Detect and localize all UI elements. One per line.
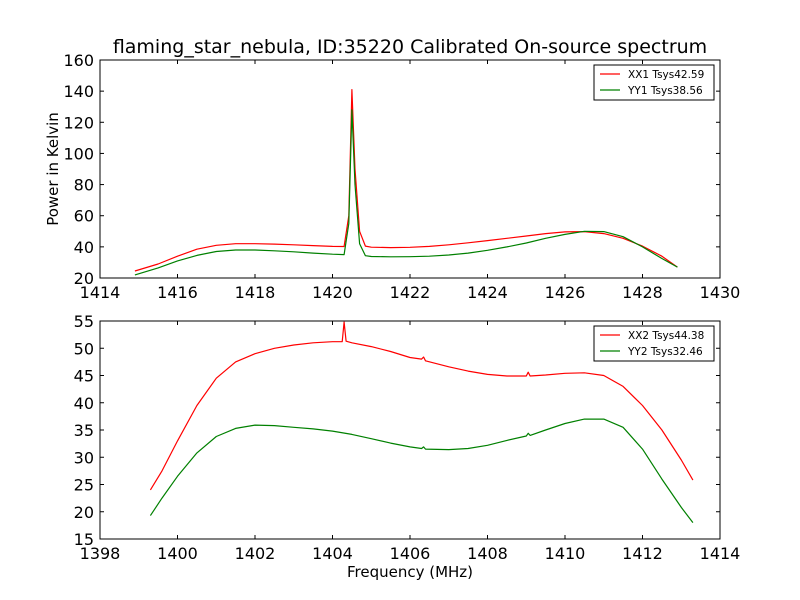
x-tick-label: 1420 [312, 283, 353, 302]
x-tick-label: 1418 [235, 283, 276, 302]
legend: XX2 Tsys44.38 YY2 Tsys32.46 [593, 325, 715, 362]
x-tick-label: 1404 [312, 544, 353, 563]
top-chart: flaming_star_nebula, ID:35220 Calibrated… [44, 36, 740, 302]
x-tick-label: 1402 [235, 544, 276, 563]
y-tick-label: 140 [63, 82, 94, 101]
y-tick-label: 120 [63, 113, 94, 132]
x-tick-label: 1412 [622, 544, 663, 563]
y-tick-label: 15 [74, 530, 94, 549]
x-tick-label: 1424 [467, 283, 508, 302]
legend-box [593, 325, 715, 362]
x-axis-label: Frequency (MHz) [347, 563, 473, 581]
series-line [149, 321, 694, 491]
bottom-chart: Frequency (MHz) 1398 1400 1402 1404 1406 1408… [74, 312, 741, 581]
y-tick-label: 60 [74, 207, 94, 226]
x-tick-label: 1406 [390, 544, 431, 563]
legend-box [593, 64, 715, 101]
x-tick-label: 1414 [80, 283, 121, 302]
x-tick-label: 1400 [157, 544, 198, 563]
y-tick-label: 45 [74, 367, 94, 386]
y-tick-label: 35 [74, 421, 94, 440]
y-tick-label: 50 [74, 339, 94, 358]
plot-lines [134, 88, 678, 276]
y-tick-label: 40 [74, 238, 94, 257]
y-tick-label: 20 [74, 269, 94, 288]
x-tick-label: 1408 [467, 544, 508, 563]
chart-title: flaming_star_nebula, ID:35220 Calibrated… [113, 36, 707, 58]
series-line [149, 418, 694, 523]
y-tick-label: 30 [74, 448, 94, 467]
x-tick-label: 1426 [545, 283, 586, 302]
x-tick-label: 1398 [80, 544, 121, 563]
y-tick-label: 40 [74, 394, 94, 413]
series-line [134, 109, 678, 276]
y-tick-label: 80 [74, 176, 94, 195]
legend-label: YY2 Tsys32.46 [627, 346, 703, 358]
series-line [134, 88, 678, 272]
x-tick-label: 1422 [390, 283, 431, 302]
x-tick-label: 1428 [622, 283, 663, 302]
y-tick-label: 55 [74, 312, 94, 331]
y-tick-label: 100 [63, 144, 94, 163]
y-tick-label: 160 [63, 51, 94, 70]
legend-label: XX1 Tsys42.59 [628, 69, 704, 81]
x-tick-label: 1416 [157, 283, 198, 302]
x-tick-label: 1430 [700, 283, 741, 302]
y-axis-label: Power in Kelvin [44, 112, 62, 226]
y-tick-label: 20 [74, 503, 94, 522]
x-tick-label: 1414 [700, 544, 741, 563]
plot-lines [149, 321, 694, 523]
x-tick-label: 1410 [545, 544, 586, 563]
legend: XX1 Tsys42.59 YY1 Tsys38.56 [593, 64, 715, 101]
y-tick-label: 25 [74, 476, 94, 495]
legend-label: YY1 Tsys38.56 [627, 85, 703, 97]
legend-label: XX2 Tsys44.38 [628, 330, 704, 342]
